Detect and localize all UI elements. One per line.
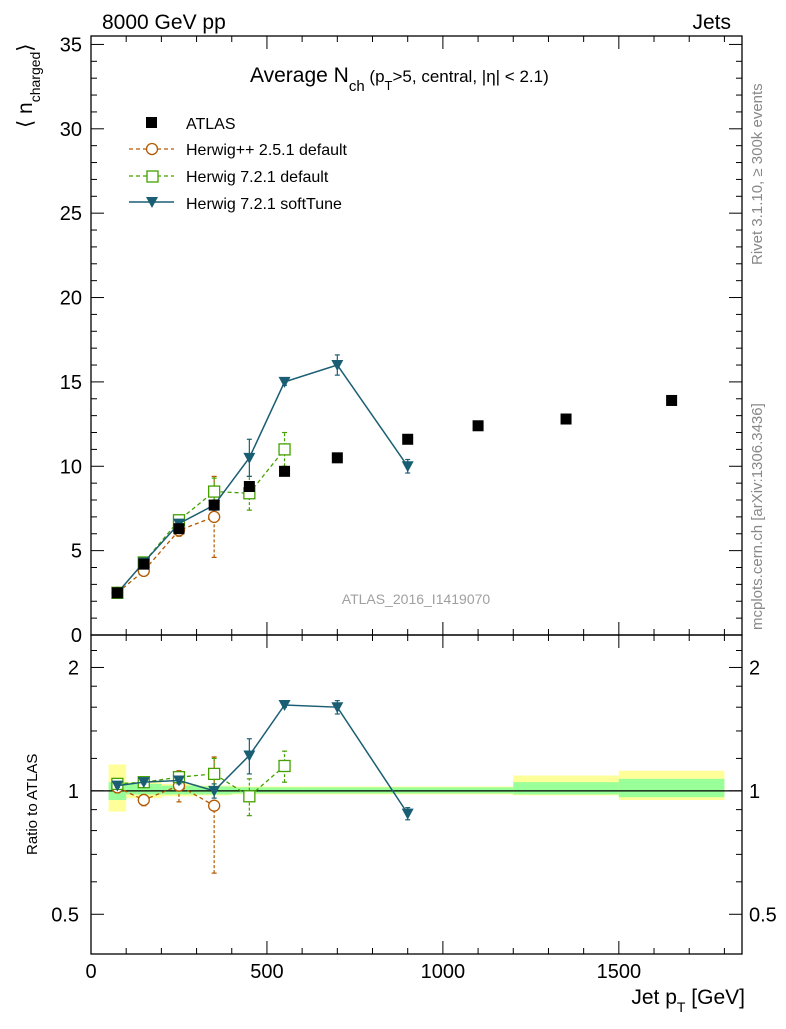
ratio-y-tick-label-right: 1 [749,781,760,803]
main-atlas-point [243,481,255,493]
main-herwig-7-2-1-default-point [278,443,291,456]
mcplots-label: mcplots.cern.ch [arXiv:1306.3436] [749,403,766,630]
main-y-tick-label: 0 [71,625,82,647]
x-tick-label: 1500 [597,961,642,983]
main-y-tick-label: 10 [60,456,82,478]
ratio-herwig-2-5-1-default-point [137,793,150,807]
x-tick-label: 0 [85,961,96,983]
main-herwig-7-2-1-default-point [208,485,221,498]
main-herwig-7-2-1-default-line [116,448,286,594]
main-herwig-7-2-1-softtune-line [116,364,409,594]
x-axis-label: Jet pT [GeV] [631,986,745,1015]
main-atlas-point [402,433,414,445]
header-right: Jets [692,11,731,34]
ratio-y-tick-label: 2 [68,657,79,679]
legend-label-atlas: ATLAS [186,116,236,133]
ratio-herwig-7-2-1-default-point [243,790,256,803]
main-atlas-point [279,465,291,477]
ratio-y-tick-label: 1 [68,781,79,803]
main-atlas-point [666,394,678,406]
main-y-tick-label: 35 [60,34,82,56]
plot-title: Average Nch (pT>5, central, |η| < 2.1) [250,64,549,95]
ratio-y-axis-label: Ratio to ATLAS [24,754,41,855]
ratio-herwig-2-5-1-default-line [117,784,215,807]
rivet-label: Rivet 3.1.10, ≥ 300k events [749,83,766,265]
ratio-herwig-7-2-1-default-point [208,767,221,781]
ratio-herwig-7-2-1-default-point [278,759,291,773]
ratio-band-inner [513,782,619,795]
ratio-herwig-7-2-1-softtune-point [331,702,344,714]
legend-marker-herwig721 [146,170,159,183]
main-atlas-point [331,452,343,464]
ratio-band-inner [618,778,725,798]
main-herwig-2-5-1-default-line [116,516,215,594]
watermark: ATLAS_2016_I1419070 [342,591,491,607]
ratio-herwig-7-2-1-softtune-point [401,808,414,820]
x-tick-label: 1000 [421,961,466,983]
ratio-herwig-7-2-1-softtune-point [208,785,221,797]
ratio-herwig-7-2-1-softtune-point [137,777,150,789]
main-y-tick-label: 5 [71,541,82,563]
legend-label-herwigpp: Herwig++ 2.5.1 default [186,142,348,159]
main-atlas-point [138,558,150,570]
ratio-herwig-7-2-1-softtune-point [111,780,124,792]
main-atlas-point [111,587,123,599]
main-atlas-point [560,413,572,425]
legend-marker-softtune [146,197,158,208]
legend-marker-atlas [146,117,157,128]
main-herwig-7-2-1-softtune-point [243,452,256,464]
ratio-y-tick-label-right: 2 [749,657,760,679]
main-y-tick-label: 25 [60,203,82,225]
main-atlas-point [208,499,220,511]
y-axis-label: ⟨ ncharged⟩ [14,43,43,128]
main-atlas-point [472,420,484,432]
ratio-band-inner [126,783,162,795]
header-left: 8000 GeV pp [102,11,226,34]
main-y-tick-label: 20 [60,288,82,310]
main-y-tick-label: 15 [60,372,82,394]
main-y-tick-label: 30 [60,119,82,141]
legend-label-softtune: Herwig 7.2.1 softTune [186,196,342,213]
legend: ATLAS Herwig++ 2.5.1 default Herwig 7.2.… [129,116,348,213]
x-tick-label: 500 [250,961,283,983]
main-herwig-7-2-1-softtune-point [278,376,291,388]
ratio-herwig-7-2-1-softtune-line [117,704,409,815]
legend-label-herwig721: Herwig 7.2.1 default [186,169,329,186]
ratio-herwig-2-5-1-default-point [208,799,221,812]
main-herwig-7-2-1-softtune-point [401,461,414,473]
legend-marker-herwigpp [145,142,159,156]
ratio-herwig-7-2-1-softtune-point [243,750,256,762]
ratio-plot-frame [90,634,743,955]
main-herwig-7-2-1-softtune-point [331,360,344,372]
ratio-herwig-7-2-1-softtune-point [172,775,185,787]
ratio-herwig-7-2-1-softtune-point [278,699,291,711]
main-atlas-point [173,523,185,535]
ratio-y-tick-label-right: 0.5 [749,904,777,926]
ratio-y-tick-label: 0.5 [51,904,79,926]
main-herwig-2-5-1-default-point [208,510,221,524]
